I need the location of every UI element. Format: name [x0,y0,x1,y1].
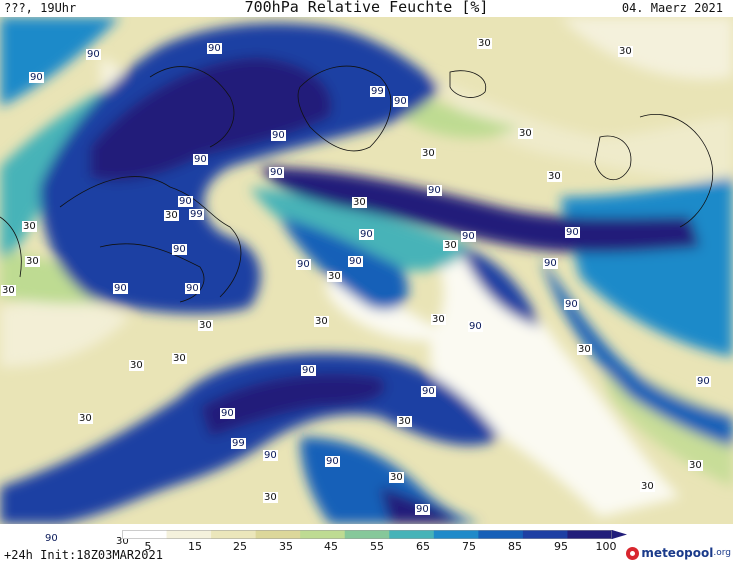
contour-label: 30 [688,460,703,471]
contour-label: 90 [86,49,101,60]
color-bar-tick: 25 [233,540,247,553]
contour-label: 30 [421,148,436,159]
contour-label: 90 [193,154,208,165]
contour-label: 90 [185,283,200,294]
contour-label: 90 [113,283,128,294]
contour-label: 90 [427,185,442,196]
contour-label: 90 [29,72,44,83]
color-bar-ticks: 5 15 25 35 45 55 65 75 85 95 100 [0,540,733,554]
map-title: 700hPa Relative Feuchte [%] [244,0,489,16]
contour-label: 90 [461,231,476,242]
color-bar-segment [522,530,568,539]
color-bar [122,530,627,539]
meteopool-logo[interactable]: meteopool .org [626,546,731,560]
contour-label: 30 [547,171,562,182]
color-bar-tick: 35 [279,540,293,553]
contour-label: 90 [421,386,436,397]
contour-label: 90 [415,504,430,515]
contour-label: 90 [565,227,580,238]
color-bar-segment [255,530,301,539]
color-bar-segment [122,530,168,539]
color-bar-tick: 85 [508,540,522,553]
contour-label: 30 [78,413,93,424]
color-bar-segment [478,530,524,539]
color-bar-tick: 65 [416,540,430,553]
color-bar-segment [433,530,479,539]
contour-label: 90 [44,533,59,544]
contour-label: 30 [263,492,278,503]
contour-label: 30 [618,46,633,57]
contour-label: 30 [129,360,144,371]
humidity-map [0,17,733,524]
color-bar-segment [389,530,435,539]
contour-label: 30 [443,240,458,251]
color-bar-tick: 45 [324,540,338,553]
color-bar-tick: 75 [462,540,476,553]
brand-tld: .org [713,548,731,558]
humidity-field [0,17,733,524]
contour-label: 90 [348,256,363,267]
contour-label: 30 [314,316,329,327]
contour-label: 90 [269,167,284,178]
map-date: 04. Maerz 2021 [621,1,723,15]
color-bar-tick: 15 [188,540,202,553]
contour-label: 90 [696,376,711,387]
contour-label: 90 [207,43,222,54]
contour-label: 30 [518,128,533,139]
meteopool-logo-icon [626,546,640,560]
coastlines [0,65,714,303]
brand-name: meteopool [641,546,714,560]
color-bar-segment [567,530,613,539]
color-bar-tick: 100 [595,540,617,553]
contour-label: 90 [301,365,316,376]
contour-label: 99 [189,209,204,220]
contour-label: 90 [325,456,340,467]
color-bar-tick: 5 [144,540,152,553]
contour-label: 30 [172,353,187,364]
contour-label: 90 [359,229,374,240]
contour-label: 90 [564,299,579,310]
contour-label: 99 [370,86,385,97]
contour-label: 90 [393,96,408,107]
contour-label: 99 [231,438,246,449]
contour-label: 30 [198,320,213,331]
color-bar-arrow [612,530,627,539]
contour-label: 90 [220,408,235,419]
color-bar-segment [166,530,212,539]
contour-label: 90 [178,196,193,207]
contour-label: 30 [115,536,130,547]
contour-label: 30 [431,314,446,325]
contour-label: 90 [271,130,286,141]
contour-label: 30 [640,481,655,492]
contour-label: 30 [477,38,492,49]
contour-label: 90 [296,259,311,270]
color-bar-segment [300,530,346,539]
color-bar-segment [344,530,390,539]
color-bar-tick: 95 [554,540,568,553]
valid-time-label: ???, 19Uhr [4,1,77,15]
contour-label: 90 [468,321,483,332]
run-info: +24h Init:18Z03MAR2021 [4,548,163,562]
humidity-zones [0,17,733,524]
contour-label: 90 [543,258,558,269]
contour-label: 30 [352,197,367,208]
contour-label: 30 [397,416,412,427]
contour-label: 30 [577,344,592,355]
contour-label: 30 [164,210,179,221]
color-bar-tick: 55 [370,540,384,553]
contour-label: 30 [389,472,404,483]
map-header: ???, 19Uhr 700hPa Relative Feuchte [%] 0… [0,0,733,22]
contour-label: 90 [172,244,187,255]
contour-label: 30 [327,271,342,282]
contour-label: 90 [263,450,278,461]
color-bar-segment [211,530,257,539]
contour-label: 30 [22,221,37,232]
contour-label: 30 [25,256,40,267]
contour-label: 30 [1,285,16,296]
